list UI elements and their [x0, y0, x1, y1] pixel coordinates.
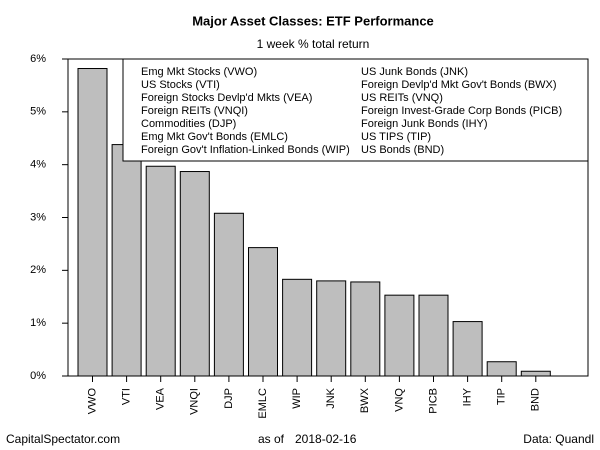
x-tick-label: BWX [359, 387, 371, 413]
x-tick-label: VEA [155, 387, 167, 410]
footer-as-of: as of [258, 432, 285, 446]
bar [350, 281, 381, 377]
bar [111, 144, 142, 377]
x-tick-label: EMLC [257, 388, 269, 419]
legend-entry: Foreign Junk Bonds (IHY) [361, 118, 488, 130]
y-tick-label: 6% [30, 53, 46, 65]
plot-frame [67, 58, 589, 377]
bar [316, 280, 347, 377]
legend-entry: Foreign REITs (VNQI) [141, 105, 248, 117]
footer-source: CapitalSpectator.com [6, 432, 120, 446]
legend-entry: US TIPS (TIP) [361, 131, 431, 143]
chart-title: Major Asset Classes: ETF Performance [192, 13, 434, 28]
x-tick-label: IHY [462, 387, 474, 406]
bar [179, 171, 210, 377]
bar [452, 321, 483, 377]
legend-entry: US Junk Bonds (JNK) [361, 66, 468, 78]
x-tick-label: VWO [86, 388, 98, 415]
x-tick-label: VTI [121, 388, 133, 405]
bar [248, 247, 278, 377]
legend-entry: Emg Mkt Gov't Bonds (EMLC) [141, 131, 288, 143]
y-tick-label: 3% [30, 211, 46, 223]
bar [486, 361, 517, 377]
bar [384, 294, 415, 377]
legend-entry: US Stocks (VTI) [141, 79, 220, 91]
bar [418, 294, 449, 377]
x-tick-label: VNQ [393, 388, 405, 412]
x-tick-label: VNQI [189, 388, 201, 415]
x-tick-label: DJP [223, 388, 235, 409]
y-tick-label: 2% [30, 264, 46, 276]
x-tick-label: BND [530, 388, 542, 411]
y-tick-label: 5% [30, 106, 46, 118]
bar [145, 165, 176, 377]
y-tick-label: 0% [30, 370, 46, 382]
bar [282, 278, 313, 377]
bar [77, 68, 108, 377]
chart-subtitle: 1 week % total return [257, 37, 370, 51]
x-tick-label: TIP [496, 388, 508, 405]
legend-entry: Foreign Invest-Grade Corp Bonds (PICB) [361, 105, 562, 117]
legend-entry: Foreign Devlp'd Mkt Gov't Bonds (BWX) [361, 79, 557, 91]
footer-date: 2018-02-16 [295, 432, 357, 446]
x-tick-label: PICB [427, 388, 439, 414]
legend-entry: US Bonds (BND) [361, 144, 444, 156]
x-tick-label: JNK [325, 387, 337, 408]
footer-data: Data: Quandl [523, 432, 594, 446]
legend-entry: Commodities (DJP) [141, 118, 236, 130]
legend-entry: Foreign Stocks Devlp'd Mkts (VEA) [141, 92, 312, 104]
y-tick-label: 1% [30, 317, 46, 329]
legend-entry: US REITs (VNQ) [361, 92, 443, 104]
x-tick-label: WIP [291, 388, 303, 409]
legend-entry: Foreign Gov't Inflation-Linked Bonds (WI… [141, 144, 350, 156]
bar [213, 212, 244, 377]
y-tick-label: 4% [30, 159, 46, 171]
legend-entry: Emg Mkt Stocks (VWO) [141, 66, 257, 78]
bar [520, 370, 551, 377]
